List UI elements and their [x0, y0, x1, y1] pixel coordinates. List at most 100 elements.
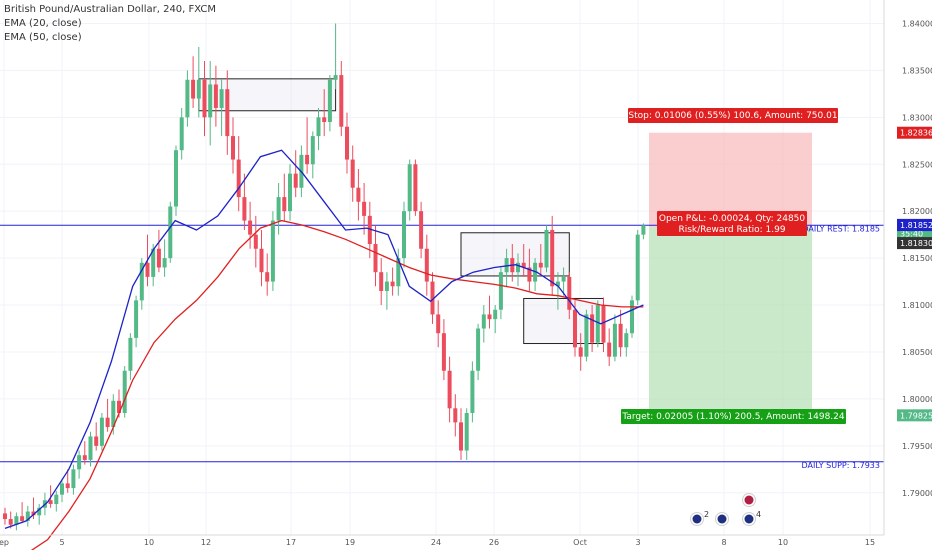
candle-body[interactable] — [476, 328, 481, 371]
candle-body[interactable] — [607, 342, 612, 357]
candle-body[interactable] — [402, 211, 406, 259]
candle-body[interactable] — [424, 248, 429, 282]
candle-body[interactable] — [624, 333, 629, 348]
candle-body[interactable] — [54, 494, 59, 505]
candle-body[interactable] — [151, 248, 156, 277]
candle-body[interactable] — [618, 323, 623, 348]
candle-body[interactable] — [327, 79, 332, 123]
ema20-line[interactable] — [4, 149, 644, 530]
candle-body[interactable] — [156, 248, 161, 268]
ema50-line[interactable] — [5, 219, 644, 550]
candle-body[interactable] — [538, 262, 543, 268]
candle-body[interactable] — [202, 79, 207, 118]
candle-body[interactable] — [612, 323, 617, 357]
candle-body[interactable] — [20, 516, 25, 521]
candle-body[interactable] — [265, 272, 270, 282]
candle-body[interactable] — [407, 164, 412, 212]
candle-body[interactable] — [3, 513, 7, 520]
candle-body[interactable] — [259, 248, 264, 273]
candle-body[interactable] — [105, 417, 110, 428]
candle-body[interactable] — [527, 267, 532, 282]
candle-body[interactable] — [37, 507, 42, 516]
candle-body[interactable] — [208, 84, 213, 118]
candle-body[interactable] — [578, 347, 583, 357]
candle-body[interactable] — [71, 469, 76, 489]
candle-body[interactable] — [94, 436, 99, 446]
candle-body[interactable] — [544, 229, 549, 268]
candle-body[interactable] — [573, 309, 577, 348]
target-label[interactable] — [621, 409, 846, 424]
candle-body[interactable] — [464, 412, 469, 451]
candle-body[interactable] — [521, 262, 526, 268]
candle-body[interactable] — [345, 126, 349, 160]
candle-body[interactable] — [293, 173, 298, 188]
candle-body[interactable] — [384, 281, 389, 291]
candle-body[interactable] — [134, 300, 139, 338]
candle-body[interactable] — [396, 258, 401, 287]
candle-body[interactable] — [77, 455, 82, 470]
candle-body[interactable] — [493, 309, 498, 320]
candle-body[interactable] — [555, 281, 560, 287]
candle-body[interactable] — [584, 314, 589, 357]
candle-body[interactable] — [8, 519, 13, 525]
candle-body[interactable] — [48, 500, 53, 505]
candle-body[interactable] — [219, 89, 224, 108]
candle-body[interactable] — [367, 215, 372, 245]
candle-body[interactable] — [25, 511, 30, 521]
stop-label[interactable] — [628, 108, 838, 123]
candle-body[interactable] — [191, 79, 196, 99]
candle-body[interactable] — [595, 305, 600, 343]
candle-body[interactable] — [270, 220, 275, 282]
candle-body[interactable] — [504, 258, 509, 273]
candle-body[interactable] — [447, 370, 452, 409]
candle-body[interactable] — [225, 89, 230, 137]
candle-body[interactable] — [276, 197, 281, 221]
candle-body[interactable] — [481, 314, 486, 329]
candle-body[interactable] — [339, 75, 344, 127]
legend-ema20[interactable]: EMA (20, close) — [4, 18, 82, 29]
candle-body[interactable] — [288, 173, 292, 212]
candle-body[interactable] — [231, 136, 235, 160]
candle-body[interactable] — [236, 159, 241, 198]
candle-body[interactable] — [145, 262, 150, 277]
candle-body[interactable] — [561, 276, 566, 282]
candle-body[interactable] — [322, 117, 327, 123]
candle-body[interactable] — [641, 225, 646, 235]
candle-body[interactable] — [635, 234, 640, 301]
candle-body[interactable] — [174, 150, 178, 207]
candle-body[interactable] — [305, 154, 310, 165]
candle-body[interactable] — [31, 511, 36, 516]
candle-body[interactable] — [453, 408, 458, 423]
candle-body[interactable] — [168, 206, 173, 259]
candle-body[interactable] — [333, 75, 338, 80]
candle-body[interactable] — [373, 244, 378, 273]
candle-body[interactable] — [310, 136, 315, 165]
candle-body[interactable] — [470, 370, 475, 413]
candle-body[interactable] — [390, 281, 395, 287]
candle-body[interactable] — [601, 305, 606, 343]
candle-body[interactable] — [248, 220, 253, 235]
candle-body[interactable] — [419, 211, 424, 249]
candle-body[interactable] — [60, 483, 64, 495]
candle-body[interactable] — [567, 276, 572, 310]
candle-body[interactable] — [65, 483, 70, 489]
target-zone[interactable] — [649, 227, 812, 416]
candle-body[interactable] — [498, 272, 503, 310]
annotation-box-1[interactable] — [198, 78, 337, 112]
candle-body[interactable] — [516, 262, 520, 273]
candle-body[interactable] — [253, 234, 258, 249]
candle-body[interactable] — [88, 436, 93, 460]
candle-body[interactable] — [630, 300, 634, 334]
candle-body[interactable] — [117, 400, 121, 413]
candle-body[interactable] — [111, 400, 116, 428]
candle-body[interactable] — [362, 201, 367, 216]
candle-body[interactable] — [162, 258, 167, 268]
candle-body[interactable] — [282, 197, 287, 212]
candle-body[interactable] — [14, 516, 19, 525]
legend-ema50[interactable]: EMA (50, close) — [4, 32, 82, 43]
candle-body[interactable] — [379, 272, 384, 291]
candle-body[interactable] — [179, 117, 184, 151]
candle-body[interactable] — [356, 187, 361, 202]
candle-body[interactable] — [185, 79, 190, 118]
